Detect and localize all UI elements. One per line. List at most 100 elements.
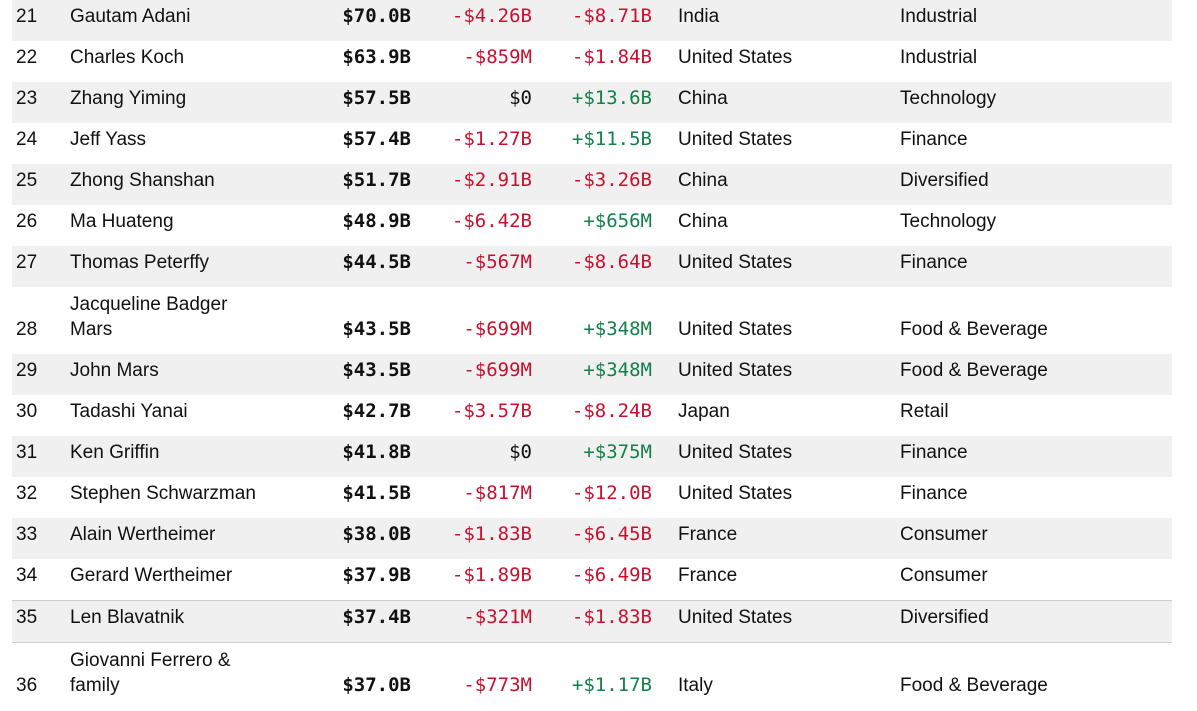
industry-cell: Diversified (900, 170, 989, 191)
net-worth-cell: $43.5B (342, 359, 411, 381)
name-cell[interactable]: Ma Huateng (70, 211, 174, 232)
last-change-cell: -$859M (463, 46, 532, 68)
table-row[interactable]: 25 Zhong Shanshan $51.7B -$2.91B -$3.26B… (12, 164, 1172, 205)
name-cell[interactable]: Stephen Schwarzman (70, 483, 256, 504)
table-row[interactable]: 33 Alain Wertheimer $38.0B -$1.83B -$6.4… (12, 518, 1172, 559)
rank-cell: 27 (16, 252, 38, 273)
name-cell[interactable]: Ken Griffin (70, 442, 160, 463)
table-row[interactable]: 21 Gautam Adani $70.0B -$4.26B -$8.71B I… (12, 0, 1172, 41)
net-worth-cell: $41.5B (342, 482, 411, 504)
country-cell: China (678, 88, 728, 109)
last-change-cell: $0 (509, 87, 532, 109)
industry-cell: Finance (900, 129, 968, 150)
table-row[interactable]: 36 Giovanni Ferrero & family $37.0B -$77… (12, 643, 1172, 710)
name-cell[interactable]: Zhong Shanshan (70, 170, 215, 191)
net-worth-cell: $37.9B (342, 564, 411, 586)
country-cell: China (678, 170, 728, 191)
net-worth-cell: $37.0B (342, 674, 411, 696)
name-cell[interactable]: John Mars (70, 360, 159, 381)
industry-cell: Food & Beverage (900, 360, 1048, 381)
industry-cell: Food & Beverage (900, 319, 1048, 340)
rank-cell: 30 (16, 401, 38, 422)
industry-cell: Retail (900, 401, 949, 422)
rank-cell: 36 (16, 675, 38, 696)
table-row[interactable]: 30 Tadashi Yanai $42.7B -$3.57B -$8.24B … (12, 395, 1172, 436)
last-change-cell: -$1.83B (451, 523, 532, 545)
table-row[interactable]: 34 Gerard Wertheimer $37.9B -$1.89B -$6.… (12, 559, 1172, 600)
table-row[interactable]: 22 Charles Koch $63.9B -$859M -$1.84B Un… (12, 41, 1172, 82)
ytd-change-cell: +$656M (583, 210, 652, 232)
industry-cell: Finance (900, 483, 968, 504)
industry-cell: Diversified (900, 607, 989, 628)
rank-cell: 33 (16, 524, 38, 545)
country-cell: China (678, 211, 728, 232)
name-cell[interactable]: Jeff Yass (70, 129, 147, 150)
table-row[interactable]: 26 Ma Huateng $48.9B -$6.42B +$656M Chin… (12, 205, 1172, 246)
rank-cell: 23 (16, 88, 38, 109)
country-cell: Japan (678, 401, 730, 422)
net-worth-cell: $43.5B (342, 318, 411, 340)
name-cell[interactable]: Len Blavatnik (70, 607, 185, 628)
ytd-change-cell: +$11.5B (571, 128, 652, 150)
last-change-cell: -$773M (463, 674, 532, 696)
ytd-change-cell: -$6.49B (571, 564, 652, 586)
name-cell[interactable]: Zhang Yiming (70, 88, 187, 109)
ytd-change-cell: +$13.6B (571, 87, 652, 109)
table-row[interactable]: 28 Jacqueline Badger Mars $43.5B -$699M … (12, 287, 1172, 354)
last-change-cell: -$699M (463, 318, 532, 340)
name-cell[interactable]: Alain Wertheimer (70, 524, 216, 545)
name-cell[interactable]: Thomas Peterffy (70, 252, 210, 273)
industry-cell: Consumer (900, 524, 988, 545)
ytd-change-cell: +$348M (583, 359, 652, 381)
last-change-cell: -$2.91B (451, 169, 532, 191)
ytd-change-cell: -$3.26B (571, 169, 652, 191)
table-row[interactable]: 27 Thomas Peterffy $44.5B -$567M -$8.64B… (12, 246, 1172, 287)
net-worth-cell: $48.9B (342, 210, 411, 232)
ytd-change-cell: +$375M (583, 441, 652, 463)
ytd-change-cell: -$8.24B (571, 400, 652, 422)
name-cell[interactable]: Gerard Wertheimer (70, 565, 233, 586)
country-cell: France (678, 524, 738, 545)
ytd-change-cell: -$1.84B (571, 46, 652, 68)
last-change-cell: -$567M (463, 251, 532, 273)
net-worth-cell: $38.0B (342, 523, 411, 545)
industry-cell: Industrial (900, 47, 978, 68)
ytd-change-cell: -$8.64B (571, 251, 652, 273)
net-worth-cell: $57.4B (342, 128, 411, 150)
table-row[interactable]: 23 Zhang Yiming $57.5B $0 +$13.6B China … (12, 82, 1172, 123)
table-row[interactable]: 35 Len Blavatnik $37.4B -$321M -$1.83B U… (12, 600, 1172, 643)
name-cell[interactable]: Jacqueline Badger Mars (70, 294, 228, 340)
net-worth-cell: $63.9B (342, 46, 411, 68)
net-worth-cell: $42.7B (342, 400, 411, 422)
last-change-cell: -$321M (463, 606, 532, 628)
table-row[interactable]: 24 Jeff Yass $57.4B -$1.27B +$11.5B Unit… (12, 123, 1172, 164)
table-row[interactable]: 32 Stephen Schwarzman $41.5B -$817M -$12… (12, 477, 1172, 518)
last-change-cell: -$1.89B (451, 564, 532, 586)
rank-cell: 31 (16, 442, 38, 463)
ytd-change-cell: -$1.83B (571, 606, 652, 628)
net-worth-cell: $57.5B (342, 87, 411, 109)
industry-cell: Technology (900, 211, 997, 232)
rank-cell: 25 (16, 170, 38, 191)
industry-cell: Industrial (900, 6, 978, 27)
country-cell: United States (678, 47, 793, 68)
name-cell[interactable]: Tadashi Yanai (70, 401, 188, 422)
net-worth-cell: $51.7B (342, 169, 411, 191)
rank-cell: 29 (16, 360, 38, 381)
name-cell[interactable]: Charles Koch (70, 47, 185, 68)
last-change-cell: -$4.26B (451, 5, 532, 27)
rank-cell: 24 (16, 129, 38, 150)
name-cell[interactable]: Giovanni Ferrero & family (70, 650, 231, 696)
industry-cell: Food & Beverage (900, 675, 1048, 696)
industry-cell: Technology (900, 88, 997, 109)
country-cell: United States (678, 483, 793, 504)
industry-cell: Finance (900, 252, 968, 273)
country-cell: United States (678, 607, 793, 628)
ytd-change-cell: +$348M (583, 318, 652, 340)
table-row[interactable]: 31 Ken Griffin $41.8B $0 +$375M United S… (12, 436, 1172, 477)
table-row[interactable]: 29 John Mars $43.5B -$699M +$348M United… (12, 354, 1172, 395)
name-cell[interactable]: Gautam Adani (70, 6, 191, 27)
rank-cell: 26 (16, 211, 38, 232)
last-change-cell: -$3.57B (451, 400, 532, 422)
rank-cell: 35 (16, 607, 38, 628)
